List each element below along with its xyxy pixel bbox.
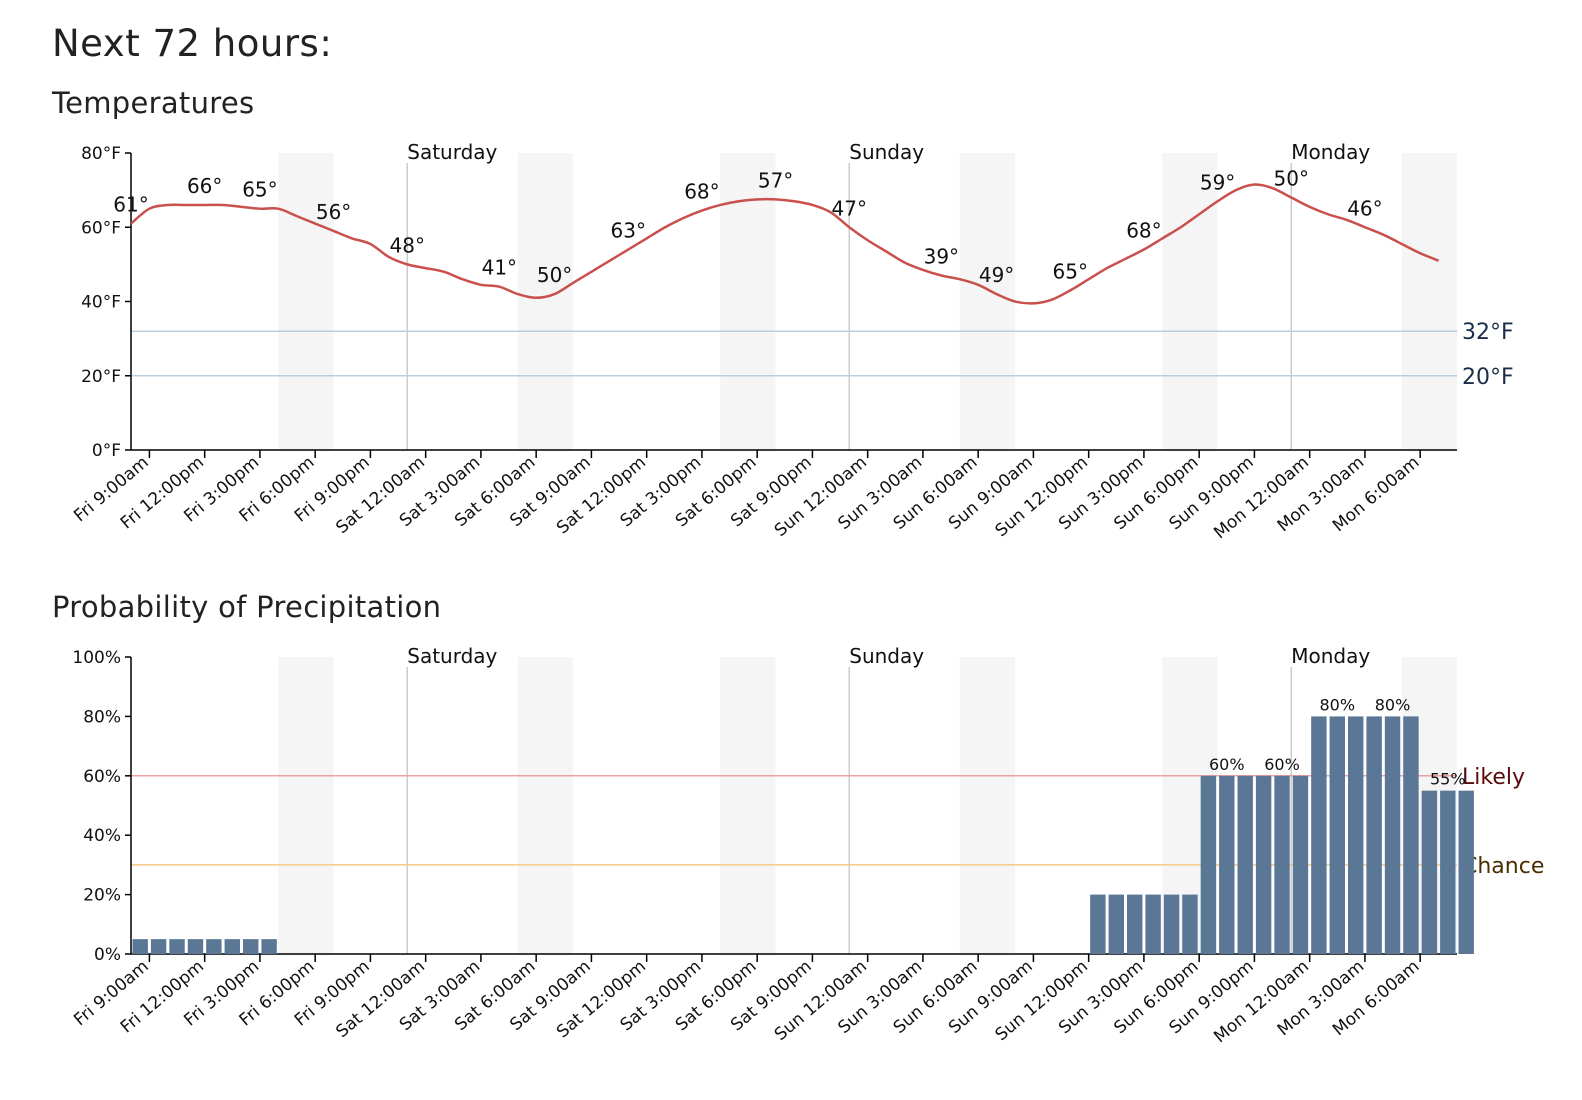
precipitation-bar-label: 80% — [1375, 695, 1411, 714]
temperature-point-label: 65° — [1053, 259, 1088, 283]
reference-line-label: Likely — [1462, 765, 1525, 790]
precipitation-bar — [1403, 716, 1419, 954]
reference-line-label: 20°F — [1462, 365, 1514, 390]
precipitation-bar — [1348, 716, 1364, 954]
y-tick-label: 80°F — [81, 144, 121, 164]
precipitation-bar — [1237, 775, 1253, 954]
precipitation-bar — [1127, 894, 1143, 954]
precipitation-bar — [1311, 716, 1327, 954]
temperature-point-label: 68° — [1126, 219, 1161, 243]
day-label: Monday — [1291, 140, 1370, 164]
day-label: Saturday — [407, 644, 497, 668]
precipitation-bar — [1255, 775, 1272, 954]
precipitation-bar — [1182, 894, 1198, 954]
precipitation-bar-label: 55% — [1430, 770, 1466, 789]
night-band — [1401, 153, 1457, 450]
precipitation-bar — [1458, 790, 1474, 954]
temperature-point-label: 59° — [1200, 170, 1235, 194]
precipitation-bar — [1219, 775, 1235, 954]
night-band — [517, 153, 573, 450]
precipitation-bar — [243, 939, 259, 954]
precipitation-bar — [1421, 790, 1438, 954]
temperature-point-label: 57° — [758, 168, 793, 192]
precipitation-bar — [1163, 894, 1180, 954]
y-tick-label: 60% — [83, 767, 121, 787]
temperature-point-label: 46° — [1347, 196, 1382, 220]
precipitation-bar-label: 60% — [1209, 755, 1245, 774]
temperature-point-label: 47° — [832, 196, 867, 220]
y-tick-label: 40% — [83, 826, 121, 846]
precipitation-bar — [1292, 775, 1309, 954]
day-label: Sunday — [849, 140, 924, 164]
temperature-point-label: 39° — [924, 245, 959, 269]
day-label: Monday — [1291, 644, 1370, 668]
night-band — [278, 153, 334, 450]
temperature-point-label: 50° — [1274, 167, 1309, 191]
y-tick-label: 40°F — [81, 293, 121, 313]
precipitation-bar — [1366, 716, 1382, 954]
night-band — [720, 657, 776, 954]
temperature-point-label: 50° — [537, 263, 572, 287]
y-tick-label: 80% — [83, 707, 121, 727]
night-band — [1162, 153, 1218, 450]
precipitation-bar — [187, 939, 204, 954]
day-label: Saturday — [407, 140, 497, 164]
precipitation-bar — [206, 939, 222, 954]
night-band — [517, 657, 573, 954]
temperature-chart: Saturday Sunday Monday 32°F 20°F 0°F 20°F 40°F 6… — [70, 140, 1514, 543]
night-band — [959, 657, 1015, 954]
temperature-point-label: 49° — [979, 263, 1014, 287]
y-tick-label: 0% — [94, 945, 121, 965]
precipitation-bar — [169, 939, 185, 954]
night-band — [278, 657, 334, 954]
reference-line-label: 32°F — [1462, 320, 1514, 345]
precipitation-bar — [132, 939, 148, 954]
precipitation-bar — [1200, 775, 1217, 954]
precipitation-bar — [1440, 790, 1456, 954]
temperature-point-label: 68° — [684, 180, 719, 204]
precipitation-chart-title: Probability of Precipitation — [52, 590, 442, 624]
temperature-point-label: 65° — [242, 178, 277, 202]
temperature-chart-title: Temperatures — [52, 86, 255, 120]
precipitation-bar-label: 80% — [1320, 695, 1356, 714]
day-label: Sunday — [849, 644, 924, 668]
temperature-point-label: 48° — [390, 233, 425, 257]
temperature-point-label: 66° — [187, 174, 222, 198]
precipitation-bar — [224, 939, 240, 954]
precipitation-bar — [261, 939, 277, 954]
temperature-line — [130, 183, 1440, 305]
y-tick-label: 20°F — [81, 367, 121, 387]
precipitation-bar — [1329, 716, 1345, 954]
night-band — [959, 153, 1015, 450]
reference-line-label: Chance — [1462, 854, 1544, 879]
temperature-point-label: 56° — [316, 200, 351, 224]
precipitation-bar — [1274, 775, 1290, 954]
precipitation-bar — [150, 939, 167, 954]
temperature-point-label: 61° — [113, 193, 148, 217]
y-tick-label: 60°F — [81, 218, 121, 238]
precipitation-bar — [1145, 894, 1161, 954]
temperature-point-label: 41° — [482, 256, 517, 280]
precipitation-bar — [1090, 894, 1106, 954]
precipitation-bar-label: 60% — [1264, 755, 1300, 774]
page-title: Next 72 hours: — [52, 22, 333, 65]
temperature-point-label: 63° — [611, 219, 646, 243]
y-tick-label: 0°F — [92, 441, 121, 461]
y-tick-label: 100% — [72, 648, 121, 668]
precipitation-bar — [1108, 894, 1124, 954]
y-tick-label: 20% — [83, 886, 121, 906]
precipitation-bar — [1384, 716, 1401, 954]
x-tick-label: Mon 12:00am — [1210, 957, 1313, 1048]
